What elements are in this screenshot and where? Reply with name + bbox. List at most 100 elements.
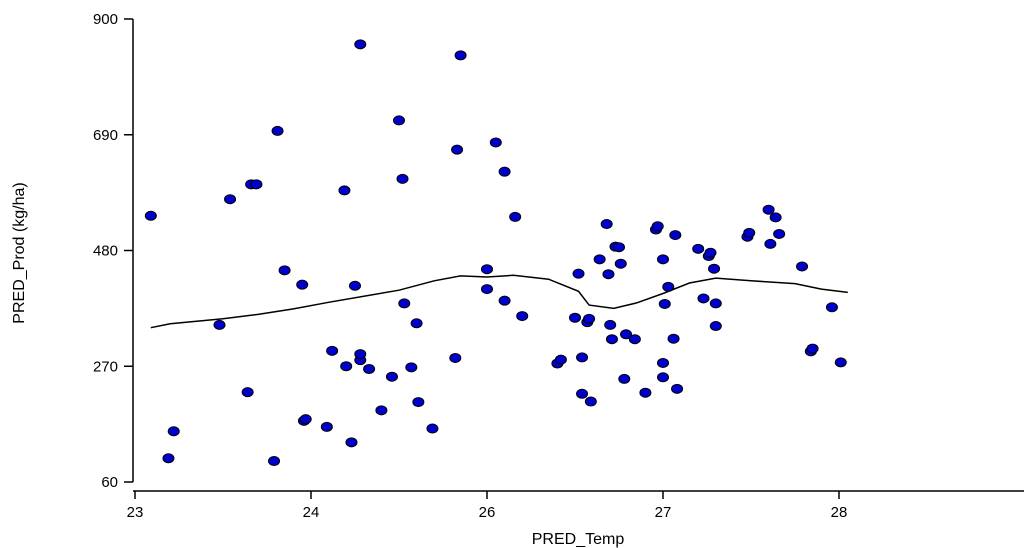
data-point (412, 397, 425, 408)
data-point (250, 179, 263, 190)
data-point (354, 349, 367, 360)
data-point (651, 221, 664, 232)
data-point (692, 243, 705, 254)
y-tick-label: 690 (93, 127, 118, 144)
data-point (278, 265, 291, 276)
data-point (320, 421, 333, 432)
data-point (620, 329, 633, 340)
data-point (825, 302, 838, 313)
data-point (144, 210, 157, 221)
data-point (454, 50, 467, 61)
data-point (296, 279, 309, 290)
data-point (349, 280, 361, 291)
data-point (213, 319, 226, 330)
data-point (584, 396, 597, 407)
data-point (657, 357, 669, 368)
data-point (657, 254, 669, 265)
data-point (489, 137, 502, 148)
data-point (338, 185, 351, 196)
data-point (241, 387, 254, 398)
data-point (671, 383, 684, 394)
data-point (697, 293, 710, 304)
y-tick-label: 270 (93, 358, 118, 375)
data-point (576, 352, 589, 363)
data-point (618, 373, 631, 384)
x-tick-label: 27 (655, 504, 672, 521)
data-point (657, 372, 669, 383)
data-point (426, 423, 439, 434)
data-point (583, 313, 596, 324)
x-axis-title: PRED_Temp (532, 531, 625, 548)
x-tick-label: 24 (303, 504, 320, 521)
data-point (340, 361, 353, 372)
data-point (613, 242, 625, 253)
data-point (410, 318, 423, 329)
data-point (363, 364, 376, 375)
data-point (605, 334, 618, 345)
y-ticks: 60 270 480 690 900 (93, 11, 133, 491)
data-point (162, 453, 175, 464)
x-tick-label: 28 (831, 504, 848, 521)
data-point (481, 284, 493, 295)
y-tick-label: 60 (101, 474, 118, 491)
data-point (709, 321, 722, 332)
data-point (326, 345, 339, 356)
data-point (769, 212, 782, 223)
data-point (271, 125, 284, 136)
data-point (764, 238, 777, 249)
data-point (576, 388, 589, 399)
data-point (639, 387, 652, 398)
data-point (658, 298, 671, 309)
data-point (593, 254, 606, 265)
trend-line (150, 274, 848, 329)
axes (132, 19, 1024, 492)
data-point (396, 173, 409, 184)
data-point (224, 194, 237, 205)
data-point (268, 456, 281, 467)
data-point (375, 405, 388, 416)
data-point (405, 362, 418, 373)
y-tick-label: 900 (93, 11, 118, 28)
data-point (569, 312, 581, 323)
data-point (167, 426, 180, 437)
data-point (354, 39, 367, 50)
data-point (516, 311, 529, 322)
data-point (669, 230, 682, 241)
data-point (709, 298, 722, 309)
data-point (708, 263, 721, 274)
data-point (554, 354, 567, 365)
x-tick-label: 26 (479, 504, 496, 521)
data-point (796, 261, 809, 272)
x-ticks: 23 24 26 27 28 (127, 491, 848, 521)
data-point (834, 357, 847, 368)
data-point (602, 269, 615, 280)
data-point (773, 228, 786, 239)
data-point (614, 258, 627, 269)
data-point (806, 343, 819, 354)
y-axis-title: PRED_Prod (kg/ha) (11, 182, 28, 323)
data-point (667, 333, 680, 344)
data-point (345, 437, 358, 448)
data-point (498, 166, 511, 177)
data-point (743, 227, 756, 238)
data-point (451, 144, 464, 155)
data-point (572, 268, 585, 279)
data-point (762, 204, 775, 215)
data-point (299, 414, 312, 425)
data-point (509, 211, 522, 222)
y-tick-label: 480 (93, 243, 118, 260)
data-point (704, 247, 717, 258)
data-point (604, 319, 617, 330)
data-point (628, 334, 641, 345)
data-points (144, 39, 847, 467)
data-point (393, 115, 405, 126)
x-tick-label: 23 (127, 504, 144, 521)
data-point (600, 219, 613, 230)
data-point (449, 352, 462, 363)
data-point (662, 281, 675, 292)
data-point (385, 371, 398, 382)
data-point (498, 295, 511, 306)
data-point (481, 264, 493, 275)
data-point (398, 298, 411, 309)
